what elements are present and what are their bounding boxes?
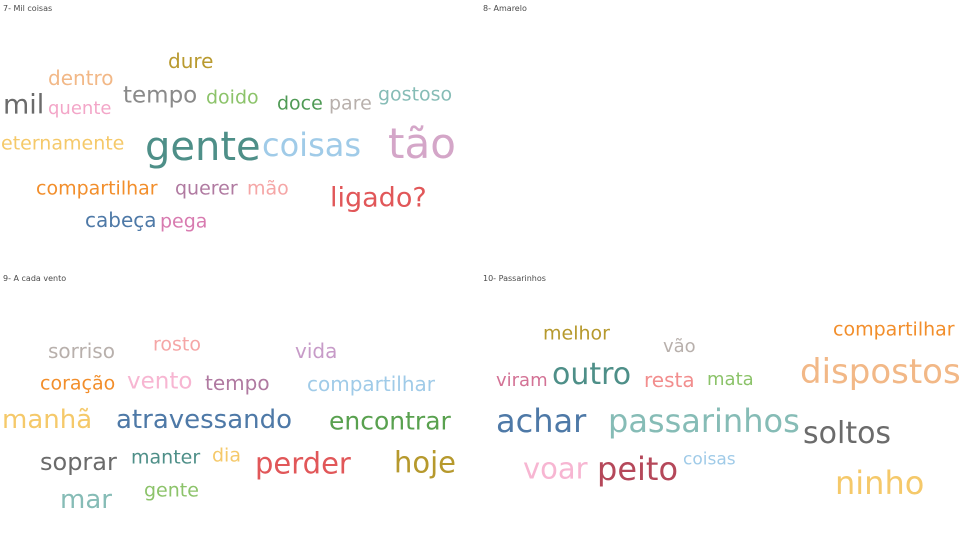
cloud-word: resta	[644, 368, 695, 392]
cloud-word: dure	[168, 49, 214, 73]
cloud-word: soltos	[803, 416, 892, 451]
cloud-word: quente	[48, 98, 112, 119]
cloud-word: ligado?	[330, 182, 427, 214]
cloud-word: compartilhar	[833, 318, 955, 341]
cloud-word: compartilhar	[307, 372, 435, 396]
cloud-word: dispostos	[800, 352, 960, 392]
panel-mil-coisas: 7- Mil coisas dure dentro mil quente tempo do…	[0, 0, 480, 270]
cloud-word: tão	[388, 119, 456, 168]
panel-a-cada-vento: 9- A cada vento rosto sorriso vida coração v…	[0, 270, 480, 540]
panel-amarelo: 8- Amarelo prodeixarcicatrizestudomanoal…	[480, 0, 960, 270]
cloud-word: voar	[523, 451, 588, 486]
cloud-word: melhor	[543, 322, 610, 345]
cloud-word: achar	[496, 402, 587, 440]
cloud-word: mar	[60, 485, 112, 515]
cloud-word: vão	[663, 336, 696, 357]
cloud-word: hoje	[394, 445, 457, 480]
cloud-word: passarinhos	[608, 402, 800, 440]
cloud-word: doido	[206, 86, 259, 109]
cloud-word: sorriso	[48, 339, 115, 363]
cloud-word: perder	[255, 446, 351, 481]
cloud-word: vento	[127, 368, 193, 395]
cloud-word: coração	[40, 372, 116, 395]
cloud-word: soprar	[40, 448, 117, 476]
cloud-word: eternamente	[1, 132, 125, 155]
cloud-word: coisas	[262, 126, 362, 164]
cloud-word: vida	[295, 339, 338, 363]
cloud-word: querer	[175, 177, 238, 200]
word-cloud: dure dentro mil quente tempo doido doce pare gos…	[0, 0, 480, 270]
word-cloud: melhor vão compartilhar viram outro resta mata…	[480, 270, 960, 540]
cloud-word: gostoso	[378, 83, 453, 106]
cloud-word: encontrar	[329, 406, 451, 436]
cloud-word: dia	[212, 444, 241, 467]
cloud-word: compartilhar	[36, 177, 158, 200]
cloud-word: tempo	[123, 82, 198, 109]
cloud-word: atravessando	[116, 405, 293, 435]
cloud-word: mata	[707, 369, 754, 390]
word-cloud: prodeixarcicatrizestudomanoaltomundoposs…	[480, 0, 960, 270]
cloud-word: manter	[131, 446, 201, 469]
cloud-word: mil	[3, 89, 45, 121]
panel-title: 9- A cada vento	[3, 274, 67, 283]
cloud-word: outro	[552, 357, 632, 392]
panel-title: 8- Amarelo	[483, 4, 527, 13]
cloud-word: ninho	[835, 464, 925, 502]
panel-passarinhos: 10- Passarinhos melhor vão compartilhar vir…	[480, 270, 960, 540]
panel-title: 10- Passarinhos	[483, 274, 546, 283]
cloud-word: dentro	[48, 66, 114, 90]
cloud-word: pare	[329, 92, 372, 115]
cloud-word: tempo	[205, 371, 270, 395]
cloud-word: rosto	[153, 333, 201, 356]
cloud-word: cabeça	[85, 208, 157, 232]
word-cloud: rosto sorriso vida coração vento tempo compart…	[0, 270, 480, 540]
cloud-word: viram	[496, 370, 548, 391]
cloud-word: gente	[145, 124, 261, 170]
cloud-word: manhã	[2, 405, 93, 435]
cloud-word: coisas	[683, 449, 736, 470]
cloud-word: pega	[160, 210, 208, 233]
cloud-word: gente	[144, 479, 199, 502]
cloud-word: mão	[247, 177, 289, 200]
cloud-word: doce	[277, 92, 323, 115]
cloud-word: peito	[597, 450, 679, 488]
panel-title: 7- Mil coisas	[3, 4, 53, 13]
